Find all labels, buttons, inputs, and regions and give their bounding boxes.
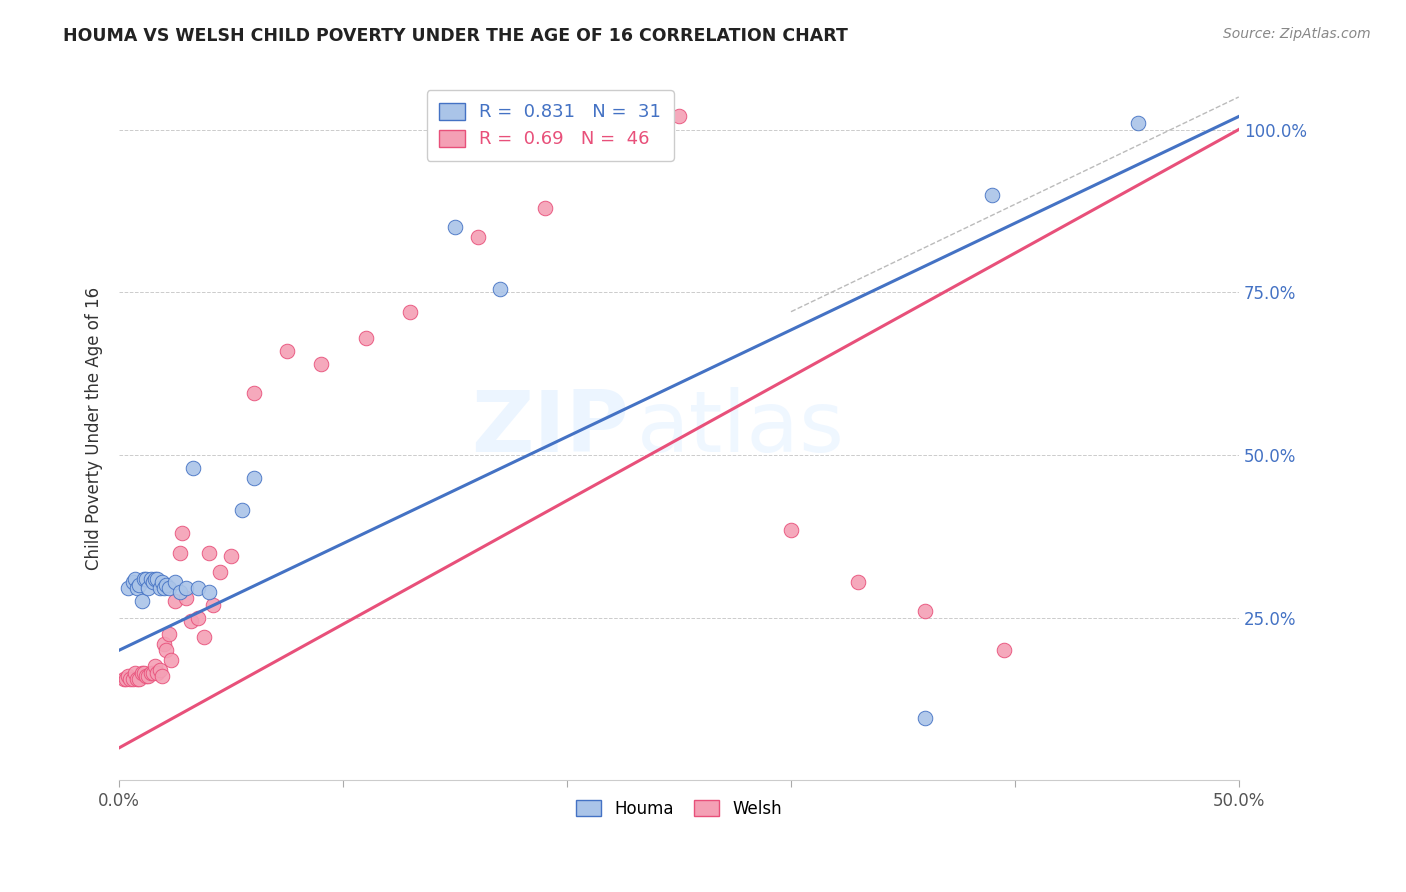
Point xyxy=(354,331,377,345)
Point xyxy=(276,343,298,358)
Point xyxy=(208,565,231,579)
Y-axis label: Child Poverty Under the Age of 16: Child Poverty Under the Age of 16 xyxy=(86,287,103,570)
Point xyxy=(112,673,135,687)
Point xyxy=(981,187,1004,202)
Text: Source: ZipAtlas.com: Source: ZipAtlas.com xyxy=(1223,27,1371,41)
Point xyxy=(181,461,204,475)
Text: HOUMA VS WELSH CHILD POVERTY UNDER THE AGE OF 16 CORRELATION CHART: HOUMA VS WELSH CHILD POVERTY UNDER THE A… xyxy=(63,27,848,45)
Text: atlas: atlas xyxy=(637,387,845,470)
Point xyxy=(153,582,176,596)
Point xyxy=(309,357,332,371)
Point xyxy=(139,665,162,680)
Point xyxy=(533,201,555,215)
Point xyxy=(121,574,143,589)
Point xyxy=(157,627,180,641)
Point xyxy=(153,637,176,651)
Point xyxy=(138,669,160,683)
Point xyxy=(187,582,209,596)
Point xyxy=(231,503,253,517)
Point xyxy=(780,523,803,537)
Point xyxy=(242,386,264,401)
Point xyxy=(600,116,623,130)
Point xyxy=(193,630,215,644)
Point xyxy=(135,669,157,683)
Point xyxy=(131,665,153,680)
Point xyxy=(169,545,191,559)
Point xyxy=(242,471,264,485)
Point xyxy=(668,110,690,124)
Point xyxy=(198,545,221,559)
Point xyxy=(165,594,187,608)
Point xyxy=(131,594,153,608)
Point xyxy=(128,578,150,592)
Point xyxy=(155,643,177,657)
Point xyxy=(187,610,209,624)
Point xyxy=(148,582,170,596)
Point xyxy=(914,711,936,725)
Point xyxy=(117,669,139,683)
Point xyxy=(157,582,180,596)
Point xyxy=(219,549,242,563)
Point xyxy=(127,582,149,596)
Point xyxy=(846,574,869,589)
Point xyxy=(124,665,146,680)
Point xyxy=(1126,116,1149,130)
Point xyxy=(155,578,177,592)
Point xyxy=(120,673,142,687)
Point xyxy=(127,673,149,687)
Point xyxy=(124,572,146,586)
Point xyxy=(165,574,187,589)
Point xyxy=(121,673,143,687)
Point xyxy=(159,653,181,667)
Point xyxy=(139,572,162,586)
Point xyxy=(128,673,150,687)
Point xyxy=(993,643,1015,657)
Point xyxy=(399,304,422,318)
Point xyxy=(489,282,512,296)
Point xyxy=(150,574,173,589)
Point xyxy=(202,598,225,612)
Point xyxy=(170,526,193,541)
Point xyxy=(467,230,489,244)
Legend: Houma, Welsh: Houma, Welsh xyxy=(569,793,789,825)
Point xyxy=(146,572,169,586)
Point xyxy=(115,673,138,687)
Point xyxy=(169,584,191,599)
Point xyxy=(146,665,169,680)
Point xyxy=(143,659,166,673)
Point xyxy=(132,572,155,586)
Point xyxy=(142,665,165,680)
Point xyxy=(132,665,155,680)
Point xyxy=(914,604,936,618)
Point xyxy=(176,591,198,605)
Point xyxy=(117,582,139,596)
Point xyxy=(143,572,166,586)
Point xyxy=(180,614,202,628)
Point xyxy=(198,584,221,599)
Point xyxy=(148,663,170,677)
Point xyxy=(150,669,173,683)
Point xyxy=(444,220,467,235)
Point xyxy=(138,582,160,596)
Point xyxy=(135,572,157,586)
Point xyxy=(142,574,165,589)
Text: ZIP: ZIP xyxy=(471,387,628,470)
Point xyxy=(176,582,198,596)
